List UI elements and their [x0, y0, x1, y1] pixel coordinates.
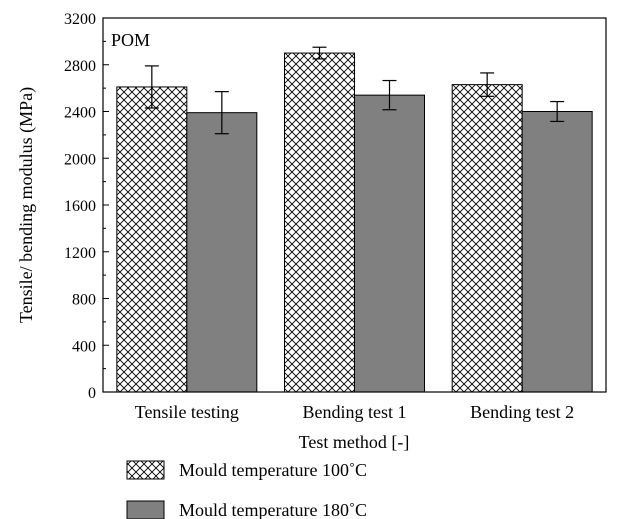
- bar-mould-100-1: [284, 52, 355, 393]
- bar-mould-180-0: [186, 112, 258, 393]
- bars-layer: [116, 52, 593, 393]
- bar-mould-180-1: [354, 94, 425, 393]
- x-tick-label: Bending test 1: [303, 402, 407, 422]
- y-tick-label: 1600: [64, 198, 96, 215]
- legend-label: Mould temperature 180˚C: [179, 500, 367, 519]
- chart-annotation: POM: [111, 30, 150, 50]
- y-tick-label: 1200: [64, 245, 96, 262]
- y-axis-label: Tensile/ bending modulus (MPa): [16, 87, 37, 323]
- legend-label: Mould temperature 100˚C: [179, 460, 367, 480]
- legend-swatch-mould-100: [126, 460, 165, 480]
- x-axis-label: Test method [-]: [299, 432, 410, 452]
- y-tick-label: 2000: [64, 151, 96, 168]
- x-axis: Tensile testing Bending test 1 Bending tes…: [135, 386, 574, 422]
- y-tick-label: 2800: [64, 58, 96, 75]
- y-tick-label: 3200: [64, 11, 96, 28]
- y-tick-label: 0: [88, 385, 96, 402]
- bar-mould-100-0: [116, 86, 188, 393]
- bar-mould-100-2: [451, 84, 523, 393]
- x-tick-label: Tensile testing: [135, 402, 239, 422]
- legend: Mould temperature 100˚C Mould temperature…: [126, 460, 367, 519]
- error-bars-layer: [144, 46, 565, 135]
- x-tick-label: Bending test 2: [470, 402, 574, 422]
- y-tick-label: 400: [72, 338, 96, 355]
- y-axis: 0 400 800 1200 1600 2000 2400 2800 3200: [64, 11, 109, 402]
- legend-swatch-mould-180: [126, 500, 165, 519]
- y-tick-label: 800: [72, 292, 96, 309]
- bar-mould-180-2: [521, 111, 593, 393]
- y-tick-label: 2400: [64, 105, 96, 122]
